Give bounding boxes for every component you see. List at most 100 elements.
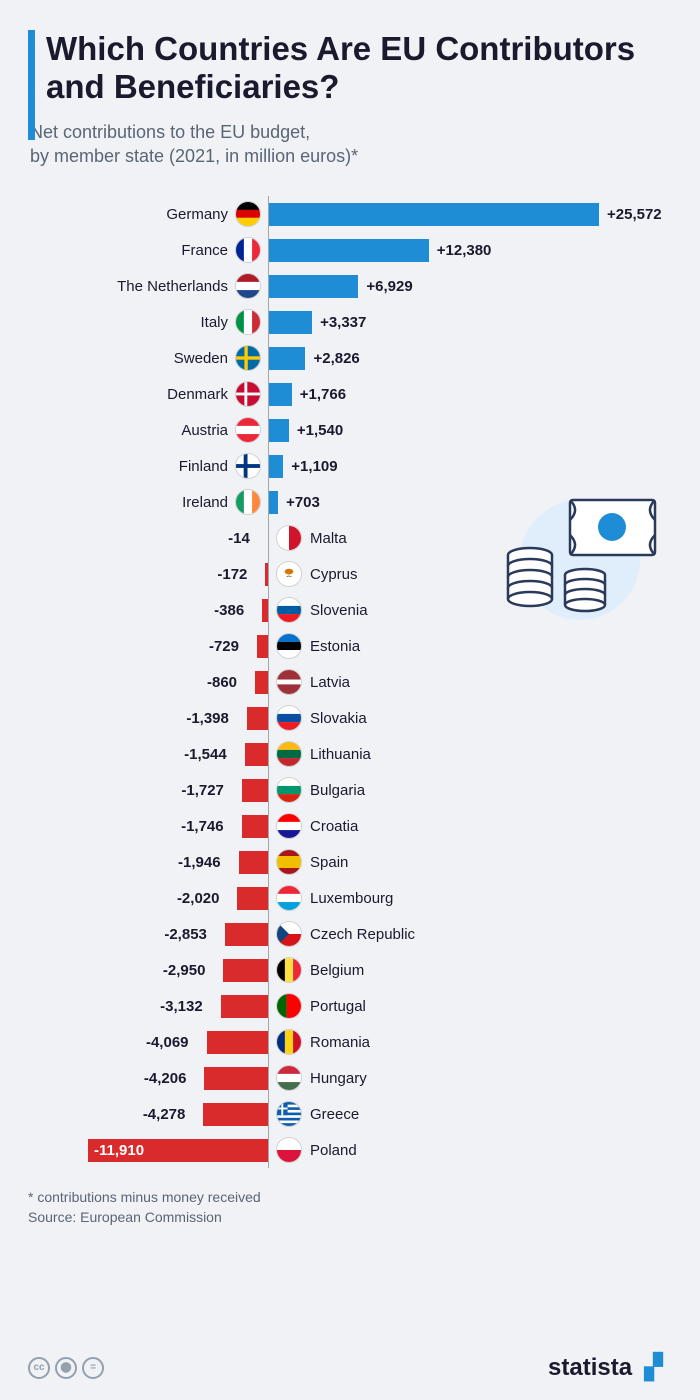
cc-by-icon: ⬤	[55, 1357, 77, 1379]
flag-icon	[276, 705, 302, 731]
flag-icon	[235, 201, 261, 227]
country-label: Denmark	[28, 386, 228, 403]
flag-icon	[276, 777, 302, 803]
bar-value: +2,826	[313, 350, 359, 367]
bar-value: -386	[214, 602, 244, 619]
country-label: Spain	[310, 854, 348, 871]
bar-value: -2,020	[177, 890, 220, 907]
flag-icon	[276, 1029, 302, 1055]
bar-value: +1,109	[291, 458, 337, 475]
flag-icon	[235, 453, 261, 479]
bar-value: -14	[228, 530, 250, 547]
country-label: Sweden	[28, 350, 228, 367]
page-subtitle: Net contributions to the EU budget,by me…	[30, 120, 672, 169]
chart-row: Finland +1,109	[38, 448, 672, 484]
chart-row: The Netherlands +6,929	[38, 268, 672, 304]
chart-row: -4,278 Greece	[38, 1096, 672, 1132]
chart-row: -1,727 Bulgaria	[38, 772, 672, 808]
chart-row: -729 Estonia	[38, 628, 672, 664]
brand-text: statista	[548, 1354, 632, 1381]
chart-row: -4,206 Hungary	[38, 1060, 672, 1096]
bar-negative	[203, 1103, 268, 1126]
bar-value: -1,544	[184, 746, 227, 763]
bar-positive	[269, 419, 289, 442]
country-label: Germany	[28, 206, 228, 223]
footer: cc ⬤ = statista▗▘	[28, 1353, 672, 1382]
country-label: Malta	[310, 530, 347, 547]
flag-icon	[276, 669, 302, 695]
country-label: Croatia	[310, 818, 358, 835]
flag-icon	[276, 525, 302, 551]
chart-row: -1,946 Spain	[38, 844, 672, 880]
bar-value: -4,206	[144, 1070, 187, 1087]
footnote-line-1: * contributions minus money received	[28, 1188, 672, 1208]
statista-logo: statista▗▘	[548, 1353, 672, 1382]
country-label: The Netherlands	[28, 278, 228, 295]
bar-positive	[269, 383, 292, 406]
flag-icon	[235, 345, 261, 371]
bar-value: -3,132	[160, 998, 203, 1015]
chart-row: -1,746 Croatia	[38, 808, 672, 844]
country-label: Slovenia	[310, 602, 368, 619]
bar-value: +25,572	[607, 206, 662, 223]
bar-value: -11,910	[94, 1142, 144, 1159]
bar-chart: Germany +25,572 France +12,380 The Nethe…	[38, 196, 672, 1168]
bar-value: +12,380	[437, 242, 492, 259]
flag-icon	[276, 993, 302, 1019]
bar-value: -1,398	[186, 710, 229, 727]
country-label: Belgium	[310, 962, 364, 979]
country-label: Cyprus	[310, 566, 358, 583]
chart-row: Germany +25,572	[38, 196, 672, 232]
chart-row: -11,910 Poland	[38, 1132, 672, 1168]
chart-row: -2,020 Luxembourg	[38, 880, 672, 916]
bar-value: +6,929	[366, 278, 412, 295]
country-label: Latvia	[310, 674, 350, 691]
page-title: Which Countries Are EU Contributors and …	[46, 30, 672, 106]
bar-positive	[269, 347, 305, 370]
bar-value: -4,278	[143, 1106, 186, 1123]
country-label: Austria	[28, 422, 228, 439]
footnote-line-2: Source: European Commission	[28, 1208, 672, 1228]
bar-value: -1,746	[181, 818, 224, 835]
bar-negative	[204, 1067, 268, 1090]
chart-row: -2,950 Belgium	[38, 952, 672, 988]
chart-row: Italy +3,337	[38, 304, 672, 340]
bar-value: -4,069	[146, 1034, 189, 1051]
chart-row: -1,398 Slovakia	[38, 700, 672, 736]
chart-row: Denmark +1,766	[38, 376, 672, 412]
flag-icon	[276, 633, 302, 659]
country-label: Finland	[28, 458, 228, 475]
bar-positive	[269, 455, 283, 478]
country-label: Hungary	[310, 1070, 367, 1087]
flag-icon	[235, 309, 261, 335]
flag-icon	[235, 489, 261, 515]
country-label: Portugal	[310, 998, 366, 1015]
chart-row: -3,132 Portugal	[38, 988, 672, 1024]
bar-negative	[257, 635, 268, 658]
bar-negative	[242, 815, 268, 838]
bar-negative	[221, 995, 268, 1018]
chart-row: -1,544 Lithuania	[38, 736, 672, 772]
flag-icon	[276, 741, 302, 767]
flag-icon	[235, 237, 261, 263]
brand-wave-icon: ▗▘	[635, 1353, 672, 1382]
flag-icon	[276, 1101, 302, 1127]
country-label: France	[28, 242, 228, 259]
flag-icon	[276, 921, 302, 947]
country-label: Bulgaria	[310, 782, 365, 799]
flag-icon	[235, 381, 261, 407]
chart-row: -860 Latvia	[38, 664, 672, 700]
flag-icon	[276, 597, 302, 623]
bar-positive	[269, 491, 278, 514]
bar-negative	[247, 707, 268, 730]
chart-row: Austria +1,540	[38, 412, 672, 448]
country-label: Poland	[310, 1142, 357, 1159]
flag-icon	[276, 1137, 302, 1163]
chart-row: France +12,380	[38, 232, 672, 268]
bar-value: -1,946	[178, 854, 221, 871]
bar-value: -2,853	[164, 926, 207, 943]
bar-negative	[245, 743, 268, 766]
flag-icon	[276, 849, 302, 875]
bar-value: -1,727	[181, 782, 224, 799]
country-label: Czech Republic	[310, 926, 415, 943]
